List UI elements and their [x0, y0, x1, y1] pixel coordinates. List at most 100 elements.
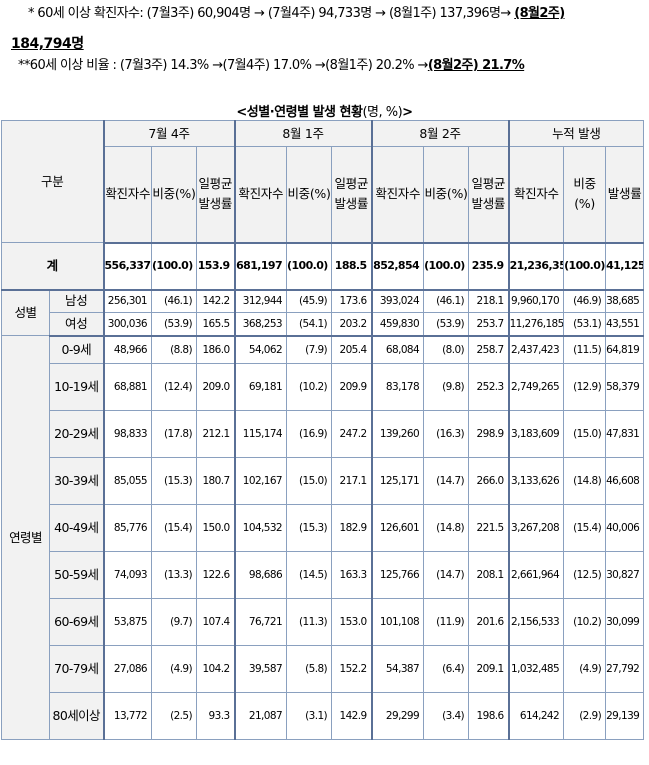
column-header: 일평균발생률	[331, 146, 373, 244]
value-cell: 29,299	[371, 692, 425, 740]
value-cell: (2.9)	[563, 692, 607, 740]
value-cell: 252.3	[468, 363, 510, 411]
note-line-1-emph: (8월2주)	[514, 6, 565, 21]
value-cell: 21,087	[234, 692, 288, 740]
sex-row-label: 여성	[49, 312, 105, 337]
value-cell: 208.1	[468, 551, 510, 599]
value-cell: (9.7)	[151, 598, 197, 646]
sex-group-label: 성별	[1, 289, 50, 336]
value-cell: 201.6	[468, 598, 510, 646]
value-cell: 47,831	[605, 410, 645, 458]
value-cell: 53,875	[103, 598, 152, 646]
value-cell: 115,174	[234, 410, 288, 458]
sex-row: 여성 300,036 (53.9) 165.5 368,253 (54.1) 203.2 45…	[2, 312, 645, 337]
value-cell: 40,006	[605, 504, 645, 552]
value-cell: 2,156,533	[508, 598, 565, 646]
value-cell: 209.9	[331, 363, 373, 411]
value-cell: 300,036	[103, 312, 152, 337]
value-cell: 98,686	[234, 551, 288, 599]
column-header: 비중(%)	[423, 146, 470, 244]
age-row-label: 70-79세	[49, 645, 105, 693]
value-cell: (53.1)	[563, 312, 607, 337]
value-cell: 221.5	[468, 504, 510, 552]
age-row-label: 60-69세	[49, 598, 105, 646]
value-cell: 27,792	[605, 645, 645, 693]
value-cell: (15.0)	[563, 410, 607, 458]
value-cell: 29,139	[605, 692, 645, 740]
value-cell: 43,551	[605, 312, 645, 337]
value-cell: 27,086	[103, 645, 152, 693]
value-cell: 2,749,265	[508, 363, 565, 411]
value-cell: (10.2)	[286, 363, 333, 411]
value-cell: 209.1	[468, 645, 510, 693]
period-header: 7월 4주	[102, 120, 236, 147]
age-row-label: 80세이상	[49, 692, 105, 740]
value-cell: 54,387	[371, 645, 425, 693]
total-label: 계	[1, 242, 105, 291]
value-cell: (46.9)	[563, 289, 607, 313]
value-cell: 46,608	[605, 457, 645, 505]
value-cell: (14.7)	[423, 457, 470, 505]
value-cell: (53.9)	[151, 312, 197, 337]
column-header: 확진자수	[371, 146, 425, 244]
age-row-label: 30-39세	[49, 457, 105, 505]
value-cell: 11,276,185	[508, 312, 565, 337]
value-cell: 152.2	[331, 645, 373, 693]
value-cell: (46.1)	[151, 289, 197, 313]
value-cell: 41,125	[605, 242, 645, 291]
value-cell: 312,944	[234, 289, 288, 313]
value-cell: (12.4)	[151, 363, 197, 411]
value-cell: 2,661,964	[508, 551, 565, 599]
value-cell: (5.8)	[286, 645, 333, 693]
value-cell: (13.3)	[151, 551, 197, 599]
value-cell: (15.3)	[286, 504, 333, 552]
value-cell: (3.1)	[286, 692, 333, 740]
column-header: 확진자수	[508, 146, 565, 244]
value-cell: (100.0)	[286, 242, 333, 291]
note-line-2-emph: (8월2주) 21.7%	[427, 58, 525, 73]
value-cell: 217.1	[331, 457, 373, 505]
column-header: 확진자수	[103, 146, 152, 244]
age-row: 50-59세 74,093 (13.3) 122.6 98,686 (14.5) 163.3…	[2, 551, 645, 599]
value-cell: 188.5	[331, 242, 373, 291]
value-cell: 9,960,170	[508, 289, 565, 313]
value-cell: 139,260	[371, 410, 425, 458]
value-cell: (4.9)	[563, 645, 607, 693]
column-header: 발생률	[605, 146, 645, 244]
value-cell: 258.7	[468, 335, 510, 364]
value-cell: (46.1)	[423, 289, 470, 313]
value-cell: 39,587	[234, 645, 288, 693]
value-cell: 852,854	[371, 242, 425, 291]
value-cell: 64,819	[605, 335, 645, 364]
value-cell: 107.4	[195, 598, 236, 646]
value-cell: 153.9	[195, 242, 236, 291]
column-header: 비중(%)	[563, 146, 607, 244]
value-cell: 48,966	[103, 335, 152, 364]
value-cell: 393,024	[371, 289, 425, 313]
value-cell: 198.6	[468, 692, 510, 740]
value-cell: 54,062	[234, 335, 288, 364]
total-row: 계 556,337 (100.0) 153.9 681,197 (100.0) 188.5 8…	[1, 242, 645, 291]
value-cell: 125,766	[371, 551, 425, 599]
sex-row: 성별 남성 256,301 (46.1) 142.2 312,944 (45.9) 173.6…	[1, 289, 645, 336]
age-row: 10-19세 68,881 (12.4) 209.0 69,181 (10.2) 209.9…	[2, 363, 645, 411]
value-cell: 153.0	[331, 598, 373, 646]
stats-table-body: 구분 7월 4주 8월 1주 8월 2주 누적 발생 확진자수 비중(%) 일평균발생률 확진자…	[1, 120, 645, 740]
value-cell: (15.4)	[151, 504, 197, 552]
value-cell: 122.6	[195, 551, 236, 599]
caption-unit: (명, %)	[362, 105, 403, 120]
value-cell: 2,437,423	[508, 335, 565, 364]
column-header: 비중(%)	[151, 146, 197, 244]
value-cell: 266.0	[468, 457, 510, 505]
value-cell: 85,055	[103, 457, 152, 505]
value-cell: 83,178	[371, 363, 425, 411]
value-cell: (11.5)	[563, 335, 607, 364]
value-cell: (6.4)	[423, 645, 470, 693]
age-row: 연령별 0-9세 48,966 (8.8) 186.0 54,062 (7.9) 205.4 6…	[1, 335, 645, 740]
value-cell: 247.2	[331, 410, 373, 458]
age-row-label: 10-19세	[49, 363, 105, 411]
value-cell: 68,084	[371, 335, 425, 364]
value-cell: (2.5)	[151, 692, 197, 740]
value-cell: (12.9)	[563, 363, 607, 411]
value-cell: (10.2)	[563, 598, 607, 646]
